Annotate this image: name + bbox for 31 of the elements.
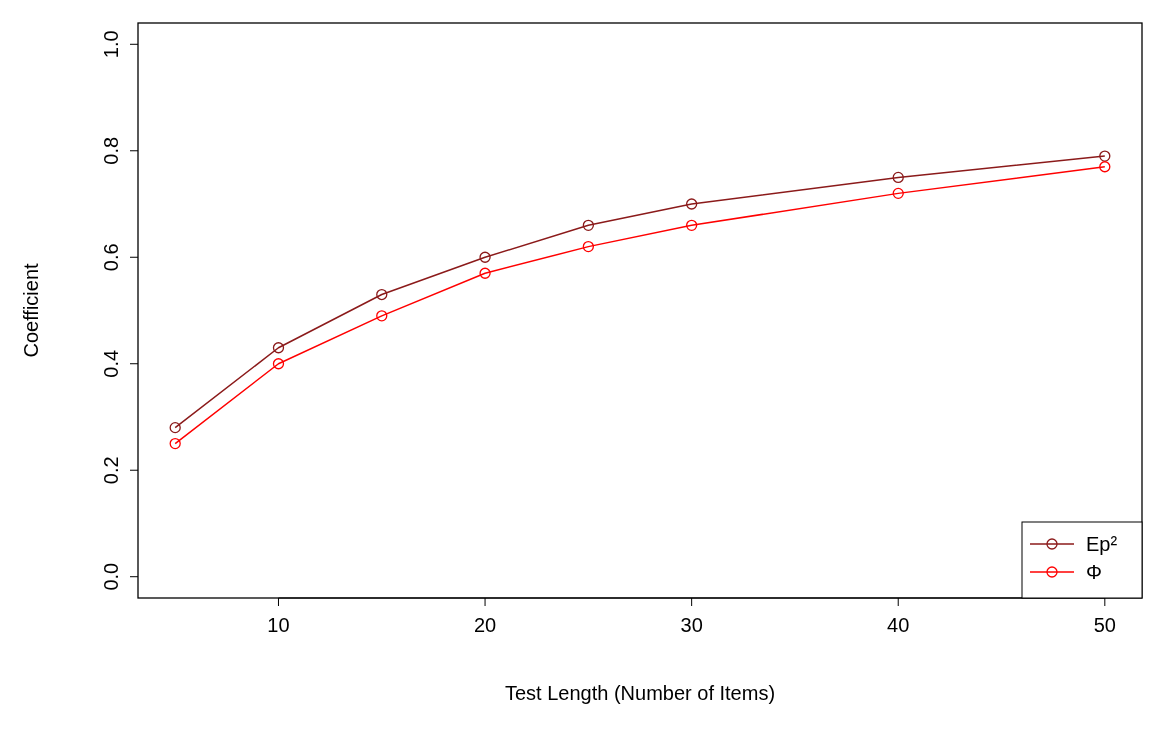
point: [376, 310, 388, 322]
x-axis-title: Test Length (Number of Items): [504, 682, 776, 704]
point: [582, 240, 594, 253]
y-tick-label: 0.2: [100, 456, 122, 485]
y-tick-label: 0.8: [100, 136, 122, 165]
x-tick-label: 20: [473, 614, 497, 636]
point: [376, 288, 388, 301]
y-tick-label: 0.6: [100, 243, 122, 272]
point: [582, 219, 594, 231]
point: [892, 187, 904, 200]
y-tick-label: 0.0: [100, 562, 122, 591]
x-tick-label: 40: [887, 614, 910, 636]
point: [1099, 150, 1111, 162]
point: [686, 219, 698, 231]
point: [169, 437, 181, 450]
point: [479, 267, 491, 279]
legend-label: Ep²: [1086, 533, 1118, 555]
y-tick-label: 0.4: [100, 349, 122, 378]
point: [272, 342, 285, 354]
point: [169, 421, 181, 434]
point: [892, 171, 904, 184]
y-axis-title: Coefficient: [20, 263, 42, 358]
x-tick-label: 10: [267, 614, 290, 636]
point: [1099, 161, 1111, 173]
point: [686, 198, 698, 210]
legend-label: Φ: [1086, 561, 1102, 583]
x-tick-label: 30: [680, 614, 703, 636]
y-tick-label: 1.0: [100, 30, 122, 59]
x-tick-label: 50: [1093, 614, 1116, 636]
point: [479, 251, 491, 263]
point: [272, 358, 285, 370]
